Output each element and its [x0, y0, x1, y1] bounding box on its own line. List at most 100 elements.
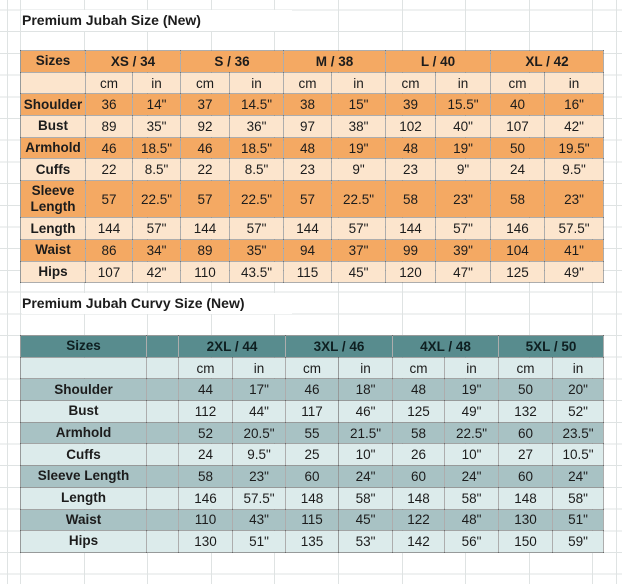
cm-value-cell[interactable]: 144 — [180, 217, 230, 241]
cm-value-cell[interactable]: 144 — [85, 217, 133, 241]
in-value-cell[interactable]: 49" — [444, 400, 500, 423]
cm-value-cell[interactable]: 57 — [283, 180, 332, 219]
cm-value-cell[interactable]: 58 — [385, 180, 437, 219]
spacer-cell[interactable] — [146, 443, 179, 467]
cm-value-cell[interactable]: 58 — [178, 465, 233, 488]
unit-cm-cell[interactable]: cm — [385, 71, 437, 95]
in-value-cell[interactable]: 10.5" — [552, 443, 605, 467]
row-label-cell[interactable]: Armhold — [20, 421, 147, 445]
sizes-header-cell[interactable]: Sizes — [20, 335, 147, 358]
in-value-cell[interactable]: 57" — [132, 217, 181, 241]
in-value-cell[interactable]: 48" — [444, 508, 500, 532]
row-label-cell[interactable]: Hips — [20, 260, 86, 284]
unit-cm-cell[interactable]: cm — [392, 356, 446, 380]
in-value-cell[interactable]: 8.5" — [229, 158, 284, 182]
row-label-cell[interactable]: Waist — [20, 508, 147, 532]
cm-value-cell[interactable]: 46 — [285, 378, 340, 402]
in-value-cell[interactable]: 47" — [435, 260, 492, 284]
cm-value-cell[interactable]: 104 — [490, 239, 546, 262]
cm-value-cell[interactable]: 50 — [490, 136, 546, 160]
in-value-cell[interactable]: 9.5" — [231, 443, 287, 467]
cm-value-cell[interactable]: 52 — [178, 421, 233, 445]
spacer-cell[interactable] — [146, 356, 179, 380]
in-value-cell[interactable]: 51" — [552, 508, 605, 532]
cm-value-cell[interactable]: 23 — [283, 158, 332, 182]
in-value-cell[interactable]: 36" — [229, 115, 284, 138]
cm-value-cell[interactable]: 24 — [178, 443, 233, 467]
in-value-cell[interactable]: 22.5" — [444, 421, 500, 445]
unit-in-cell[interactable]: in — [231, 356, 287, 380]
cm-value-cell[interactable]: 22 — [180, 158, 230, 182]
in-value-cell[interactable]: 17" — [231, 378, 287, 402]
unit-cm-cell[interactable]: cm — [498, 356, 554, 380]
cm-value-cell[interactable]: 148 — [392, 486, 446, 510]
cm-value-cell[interactable]: 48 — [392, 378, 446, 402]
spacer-cell[interactable] — [146, 486, 179, 510]
in-value-cell[interactable]: 41" — [544, 239, 605, 262]
unit-cm-cell[interactable]: cm — [180, 71, 230, 95]
in-value-cell[interactable]: 57.5" — [231, 486, 287, 510]
in-value-cell[interactable]: 42" — [544, 115, 605, 138]
in-value-cell[interactable]: 43" — [231, 508, 287, 532]
cm-value-cell[interactable]: 115 — [285, 508, 340, 532]
in-value-cell[interactable]: 38" — [330, 115, 387, 138]
cm-value-cell[interactable]: 44 — [178, 378, 233, 402]
in-value-cell[interactable]: 15.5" — [435, 93, 492, 117]
cm-value-cell[interactable]: 55 — [285, 421, 340, 445]
cm-value-cell[interactable]: 115 — [283, 260, 332, 284]
in-value-cell[interactable]: 10" — [444, 443, 500, 467]
cm-value-cell[interactable]: 130 — [498, 508, 554, 532]
in-value-cell[interactable]: 19.5" — [544, 136, 605, 160]
row-label-cell[interactable]: Sleeve Length — [20, 180, 86, 219]
cm-value-cell[interactable]: 37 — [180, 93, 230, 117]
row-label-cell[interactable]: Waist — [20, 239, 86, 262]
cm-value-cell[interactable]: 130 — [178, 530, 233, 553]
unit-in-cell[interactable]: in — [330, 71, 387, 95]
in-value-cell[interactable]: 59" — [552, 530, 605, 553]
in-value-cell[interactable]: 18.5" — [132, 136, 181, 160]
in-value-cell[interactable]: 35" — [132, 115, 181, 138]
in-value-cell[interactable]: 43.5" — [229, 260, 284, 284]
in-value-cell[interactable]: 37" — [330, 239, 387, 262]
in-value-cell[interactable]: 24" — [338, 465, 394, 488]
cm-value-cell[interactable]: 102 — [385, 115, 437, 138]
unit-in-cell[interactable]: in — [435, 71, 492, 95]
row-label-cell[interactable]: Sleeve Length — [20, 465, 147, 488]
size-group-cell[interactable]: 4XL / 48 — [392, 335, 500, 358]
in-value-cell[interactable]: 52" — [552, 400, 605, 423]
cm-value-cell[interactable]: 40 — [490, 93, 546, 117]
cm-value-cell[interactable]: 27 — [498, 443, 554, 467]
cm-value-cell[interactable]: 50 — [498, 378, 554, 402]
cm-value-cell[interactable]: 57 — [180, 180, 230, 219]
cm-value-cell[interactable]: 25 — [285, 443, 340, 467]
in-value-cell[interactable]: 18" — [338, 378, 394, 402]
cm-value-cell[interactable]: 110 — [180, 260, 230, 284]
in-value-cell[interactable]: 16" — [544, 93, 605, 117]
cm-value-cell[interactable]: 60 — [285, 465, 340, 488]
in-value-cell[interactable]: 19" — [444, 378, 500, 402]
cm-value-cell[interactable]: 89 — [180, 239, 230, 262]
cm-value-cell[interactable]: 142 — [392, 530, 446, 553]
cm-value-cell[interactable]: 24 — [490, 158, 546, 182]
in-value-cell[interactable]: 10" — [338, 443, 394, 467]
in-value-cell[interactable]: 23.5" — [552, 421, 605, 445]
spacer-cell[interactable] — [146, 465, 179, 488]
table1-title[interactable]: Premium Jubah Size (New) — [22, 9, 292, 32]
cm-value-cell[interactable]: 39 — [385, 93, 437, 117]
cm-value-cell[interactable]: 23 — [385, 158, 437, 182]
cm-value-cell[interactable]: 89 — [85, 115, 133, 138]
in-value-cell[interactable]: 42" — [132, 260, 181, 284]
in-value-cell[interactable]: 21.5" — [338, 421, 394, 445]
in-value-cell[interactable]: 57" — [229, 217, 284, 241]
cm-value-cell[interactable]: 60 — [498, 465, 554, 488]
cm-value-cell[interactable]: 92 — [180, 115, 230, 138]
in-value-cell[interactable]: 58" — [338, 486, 394, 510]
unit-in-cell[interactable]: in — [338, 356, 394, 380]
table2-title[interactable]: Premium Jubah Curvy Size (New) — [22, 292, 292, 315]
in-value-cell[interactable]: 18.5" — [229, 136, 284, 160]
unit-cm-cell[interactable]: cm — [85, 71, 133, 95]
row-label-cell[interactable]: Bust — [20, 400, 147, 423]
cm-value-cell[interactable]: 132 — [498, 400, 554, 423]
row-label-cell[interactable]: Shoulder — [20, 93, 86, 117]
in-value-cell[interactable]: 51" — [231, 530, 287, 553]
